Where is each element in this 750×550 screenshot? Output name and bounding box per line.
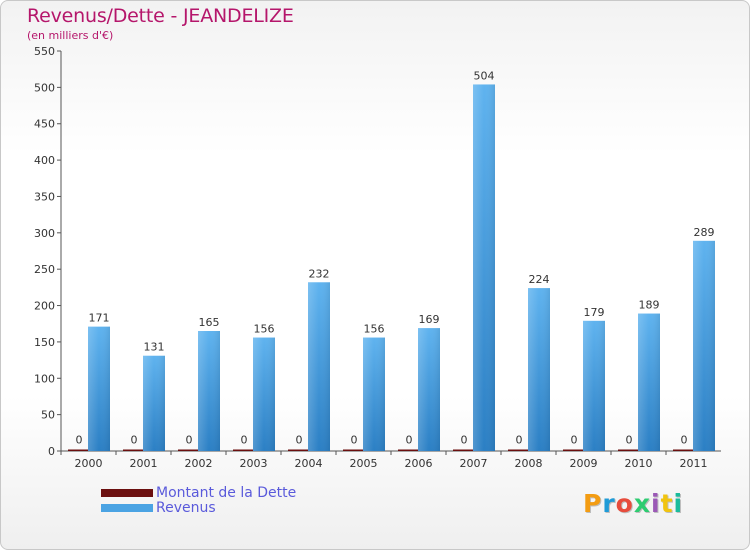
legend-swatch-revenus: [101, 504, 153, 512]
value-label-dette: 0: [571, 434, 578, 447]
x-tick-label: 2002: [185, 457, 213, 470]
value-label-revenus: 224: [529, 273, 550, 286]
y-tick-label: 400: [34, 154, 55, 167]
bar-dette: [673, 449, 695, 451]
value-label-dette: 0: [241, 434, 248, 447]
y-tick-label: 100: [34, 372, 55, 385]
bar-revenus-shade: [88, 326, 110, 451]
chart-subtitle: (en milliers d'€): [27, 29, 114, 42]
value-label-revenus: 504: [474, 69, 495, 82]
value-label-dette: 0: [406, 434, 413, 447]
value-label-dette: 0: [351, 434, 358, 447]
bar-dette: [178, 449, 200, 451]
value-label-dette: 0: [681, 434, 688, 447]
bar-dette: [288, 449, 310, 451]
legend-swatch-dette: [101, 489, 153, 497]
value-label-dette: 0: [76, 434, 83, 447]
value-label-dette: 0: [296, 434, 303, 447]
value-label-dette: 0: [626, 434, 633, 447]
value-label-revenus: 131: [144, 341, 165, 354]
value-label-revenus: 179: [584, 306, 605, 319]
logo-letter: P: [583, 489, 603, 518]
legend-label-dette: Montant de la Dette: [156, 485, 297, 501]
x-tick-label: 2005: [350, 457, 378, 470]
value-label-revenus: 232: [309, 267, 330, 280]
bar-dette: [68, 449, 90, 451]
bar-dette: [233, 449, 255, 451]
value-label-revenus: 189: [639, 299, 660, 312]
y-tick-label: 450: [34, 118, 55, 131]
x-tick-label: 2009: [570, 457, 598, 470]
y-tick-label: 550: [34, 45, 55, 58]
axes: 0 50 100 150 200 250 300 350 400 450 500 550 2000 200…: [34, 45, 721, 470]
bar-revenus-shade: [363, 337, 385, 451]
value-label-revenus: 165: [199, 316, 220, 329]
bar-dette: [508, 449, 530, 451]
bar-revenus-shade: [528, 288, 550, 451]
x-tick-label: 2008: [515, 457, 543, 470]
y-tick-label: 500: [34, 81, 55, 94]
value-label-revenus: 156: [364, 323, 385, 336]
bar-revenus-shade: [638, 313, 660, 451]
value-label-dette: 0: [461, 434, 468, 447]
bar-dette: [398, 449, 420, 451]
bar-revenus-shade: [473, 84, 495, 452]
proxiti-logo: Proxiti: [583, 489, 683, 518]
bars: [68, 84, 715, 452]
x-tick-label: 2004: [295, 457, 323, 470]
x-tick-label: 2010: [625, 457, 653, 470]
y-tick-label: 200: [34, 300, 55, 313]
logo-letter: i: [673, 489, 684, 518]
y-tick-label: 250: [34, 263, 55, 276]
value-label-revenus: 171: [89, 312, 110, 325]
y-tick-label: 350: [34, 190, 55, 203]
x-tick-label: 2000: [75, 457, 103, 470]
bar-revenus-shade: [143, 355, 165, 451]
value-labels: 0 171 0 131 0 165 0 156 0 232 0 156 0 169 0 504 0 224 0 179…: [76, 69, 715, 446]
x-tick-label: 2007: [460, 457, 488, 470]
logo-letter: r: [602, 489, 616, 518]
y-tick-label: 150: [34, 336, 55, 349]
x-tick-label: 2006: [405, 457, 433, 470]
value-label-dette: 0: [186, 434, 193, 447]
bar-revenus-shade: [198, 331, 220, 451]
y-tick-label: 0: [48, 445, 55, 458]
x-tick-label: 2003: [240, 457, 268, 470]
bar-dette: [618, 449, 640, 451]
value-label-dette: 0: [131, 434, 138, 447]
logo-letter: i: [651, 489, 661, 518]
value-label-revenus: 156: [254, 323, 275, 336]
bar-dette: [123, 449, 145, 451]
bar-revenus-shade: [418, 328, 440, 451]
x-tick-label: 2011: [680, 457, 708, 470]
chart-title: Revenus/Dette - JEANDELIZE: [27, 5, 294, 27]
bar-revenus-shade: [583, 320, 605, 451]
bar-dette: [343, 449, 365, 451]
bar-dette: [453, 449, 475, 451]
value-label-dette: 0: [516, 434, 523, 447]
bar-dette: [563, 449, 585, 451]
logo-letter: x: [633, 489, 651, 518]
bar-revenus-shade: [693, 240, 715, 451]
value-label-revenus: 289: [694, 226, 715, 239]
bar-revenus-shade: [253, 337, 275, 451]
x-tick-label: 2001: [130, 457, 158, 470]
bar-revenus-shade: [308, 282, 330, 451]
logo-letter: o: [615, 489, 634, 518]
value-label-revenus: 169: [419, 313, 440, 326]
logo-letter: t: [660, 489, 674, 518]
y-tick-label: 300: [34, 227, 55, 240]
y-tick-label: 50: [41, 409, 55, 422]
legend-label-revenus: Revenus: [156, 500, 216, 516]
